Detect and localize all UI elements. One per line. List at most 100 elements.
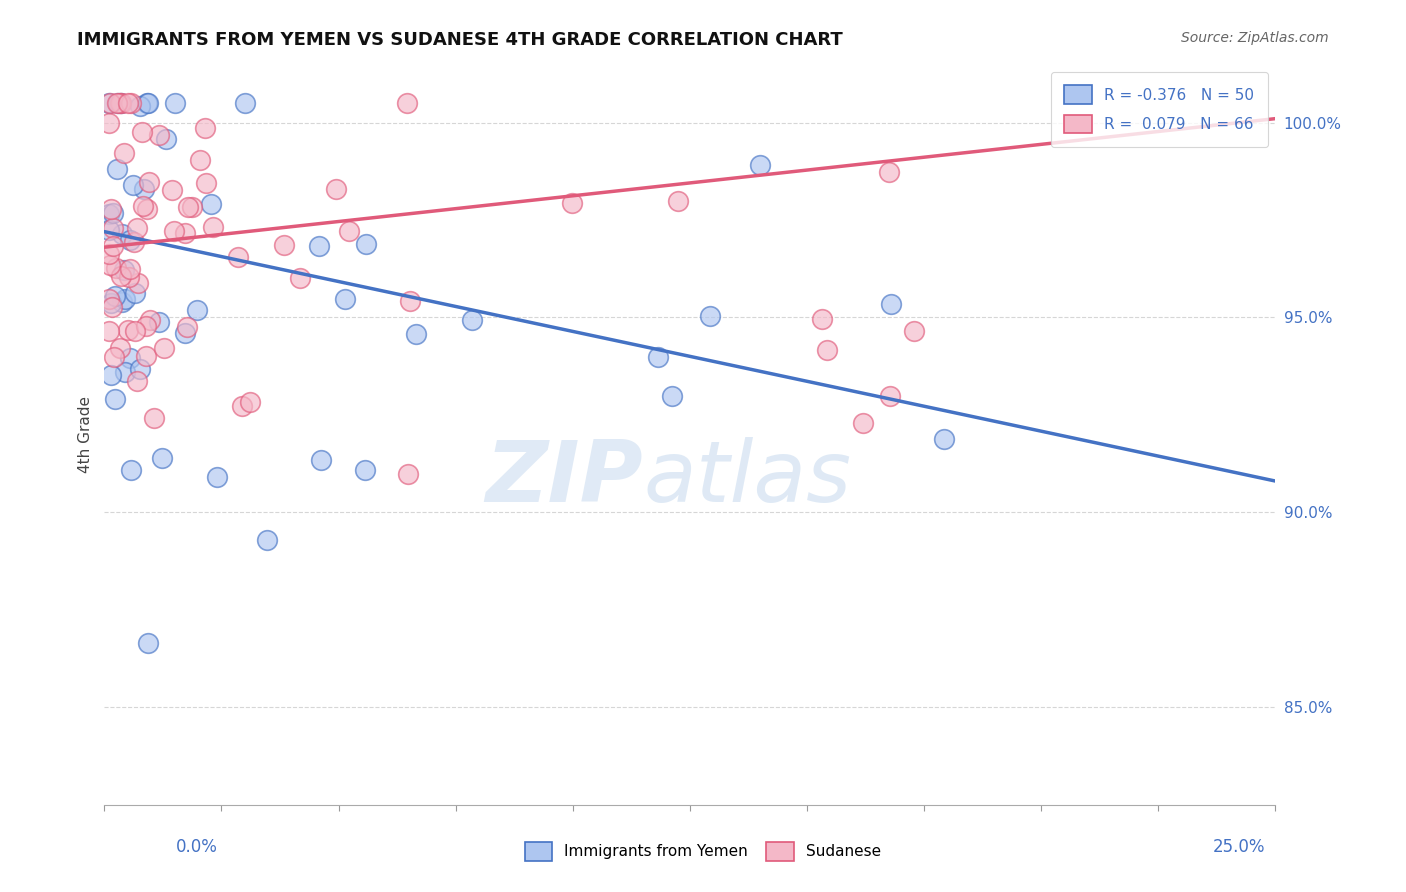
Point — [105, 162, 128, 177]
Point — [98, 96, 121, 111]
Point — [162, 183, 184, 197]
Text: IMMIGRANTS FROM YEMEN VS SUDANESE 4TH GRADE CORRELATION CHART: IMMIGRANTS FROM YEMEN VS SUDANESE 4TH GR… — [77, 31, 844, 49]
Point — [136, 96, 159, 111]
Point — [337, 224, 360, 238]
Point — [98, 223, 121, 237]
Point — [118, 233, 141, 247]
Point — [98, 258, 121, 272]
Point — [136, 636, 159, 650]
Point — [110, 96, 132, 111]
Point — [134, 182, 156, 196]
Point — [666, 194, 689, 208]
Point — [325, 182, 347, 196]
Point — [460, 313, 482, 327]
Point — [120, 96, 142, 111]
Point — [148, 128, 170, 142]
Point — [108, 341, 131, 355]
Point — [110, 269, 132, 284]
Point — [98, 96, 121, 111]
Point — [354, 463, 377, 477]
Point — [129, 362, 152, 376]
Point — [98, 247, 121, 261]
Point — [699, 309, 721, 323]
Legend: Immigrants from Yemen, Sudanese: Immigrants from Yemen, Sudanese — [517, 834, 889, 868]
Point — [880, 297, 903, 311]
Point — [122, 178, 145, 193]
Point — [143, 411, 166, 425]
Point — [110, 96, 132, 111]
Point — [135, 349, 157, 363]
Point — [188, 153, 211, 167]
Point — [101, 238, 124, 252]
Point — [139, 312, 162, 326]
Point — [103, 351, 125, 365]
Point — [98, 292, 121, 306]
Point — [155, 132, 177, 146]
Point — [309, 453, 332, 467]
Point — [118, 270, 141, 285]
Text: atlas: atlas — [643, 437, 851, 520]
Point — [135, 202, 157, 217]
Point — [256, 533, 278, 547]
Point — [98, 206, 121, 220]
Point — [111, 294, 134, 309]
Point — [194, 176, 217, 190]
Point — [101, 220, 124, 235]
Point — [112, 146, 135, 161]
Text: 25.0%: 25.0% — [1213, 838, 1265, 855]
Point — [165, 96, 187, 111]
Point — [101, 206, 124, 220]
Point — [561, 195, 583, 210]
Point — [932, 432, 955, 446]
Point — [173, 326, 195, 341]
Point — [333, 292, 356, 306]
Point — [186, 302, 208, 317]
Point — [127, 221, 149, 235]
Point — [107, 96, 129, 111]
Point — [127, 374, 149, 388]
Point — [104, 392, 127, 407]
Point — [100, 368, 122, 382]
Point — [124, 286, 146, 301]
Point — [815, 343, 838, 357]
Point — [877, 165, 900, 179]
Point — [239, 395, 262, 409]
Point — [177, 200, 200, 214]
Point — [98, 325, 121, 339]
Point — [138, 175, 160, 189]
Point — [100, 300, 122, 314]
Point — [201, 219, 224, 234]
Point — [117, 96, 139, 111]
Point — [128, 277, 150, 291]
Point — [150, 451, 173, 466]
Point — [120, 462, 142, 476]
Point — [194, 120, 217, 135]
Point — [163, 224, 186, 238]
Point — [231, 399, 253, 413]
Point — [174, 226, 197, 240]
Point — [118, 351, 141, 365]
Point — [100, 296, 122, 310]
Point — [226, 251, 249, 265]
Point — [112, 262, 135, 277]
Point — [308, 239, 330, 253]
Point — [200, 197, 222, 211]
Point — [104, 289, 127, 303]
Point — [100, 202, 122, 217]
Point — [273, 238, 295, 252]
Point — [661, 389, 683, 403]
Y-axis label: 4th Grade: 4th Grade — [79, 396, 93, 473]
Point — [124, 324, 146, 338]
Point — [647, 350, 669, 364]
Legend: R = -0.376   N = 50, R =  0.079   N = 66: R = -0.376 N = 50, R = 0.079 N = 66 — [1050, 71, 1268, 147]
Point — [111, 227, 134, 241]
Point — [851, 416, 873, 430]
Point — [128, 99, 150, 113]
Point — [399, 294, 422, 309]
Point — [748, 157, 770, 171]
Text: ZIP: ZIP — [485, 437, 643, 520]
Point — [233, 96, 256, 111]
Point — [117, 323, 139, 337]
Point — [122, 235, 145, 249]
Point — [405, 326, 427, 341]
